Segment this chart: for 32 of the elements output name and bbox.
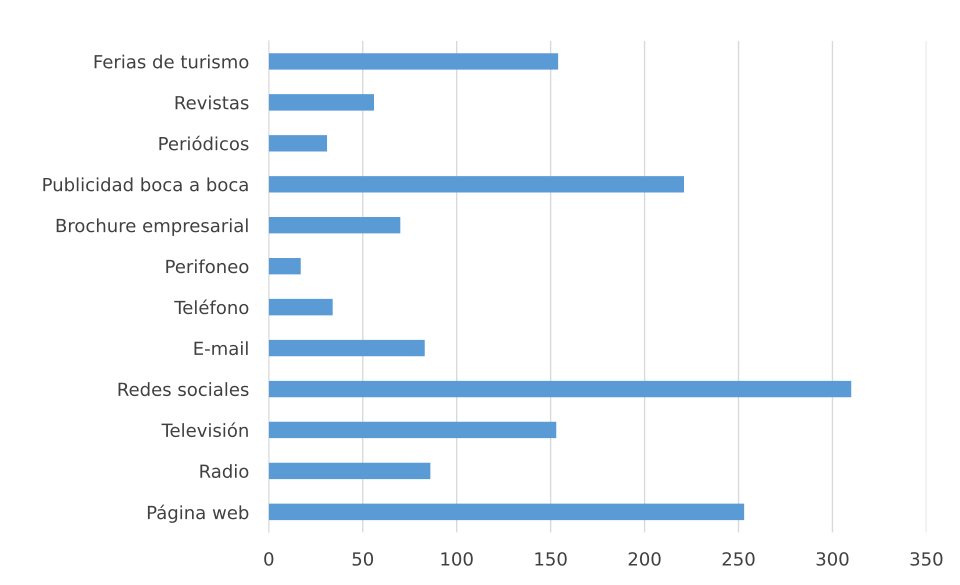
x-tick-label: 100 xyxy=(441,552,473,566)
y-tick-label: Perifoneo xyxy=(166,259,248,274)
bar xyxy=(268,380,852,398)
x-tick-label: 300 xyxy=(816,552,848,566)
y-tick-label: Brochure empresarial xyxy=(56,218,248,236)
y-tick-label: Periódicos xyxy=(159,136,248,150)
bar xyxy=(268,135,328,152)
bar xyxy=(268,217,400,234)
y-tick-label: Revistas xyxy=(176,96,248,110)
y-tick-label: Radio xyxy=(200,464,248,478)
bar xyxy=(268,422,556,438)
bar xyxy=(268,298,333,316)
y-tick-label: Publicidad boca a boca xyxy=(43,177,248,192)
x-tick-label: 250 xyxy=(722,552,755,566)
x-tick-label: 0 xyxy=(264,552,274,566)
bar xyxy=(268,258,301,274)
bar xyxy=(268,94,374,111)
y-tick-label: Teléfono xyxy=(174,300,248,314)
x-tick-label: 50 xyxy=(352,552,374,566)
x-tick-label: 150 xyxy=(535,552,567,566)
y-tick-label: Ferias de turismo xyxy=(94,54,248,69)
x-tick-label: 350 xyxy=(910,552,942,566)
y-tick-label: Televisión xyxy=(161,422,248,438)
x-tick-label: 200 xyxy=(628,552,661,566)
bar xyxy=(268,462,430,480)
y-tick-label: Redes sociales xyxy=(118,382,248,396)
bar xyxy=(268,176,684,192)
bar xyxy=(268,340,425,356)
y-tick-label: Página web xyxy=(148,504,248,523)
bar xyxy=(268,53,558,70)
y-tick-label: E-mail xyxy=(194,341,248,356)
bar xyxy=(268,504,744,520)
